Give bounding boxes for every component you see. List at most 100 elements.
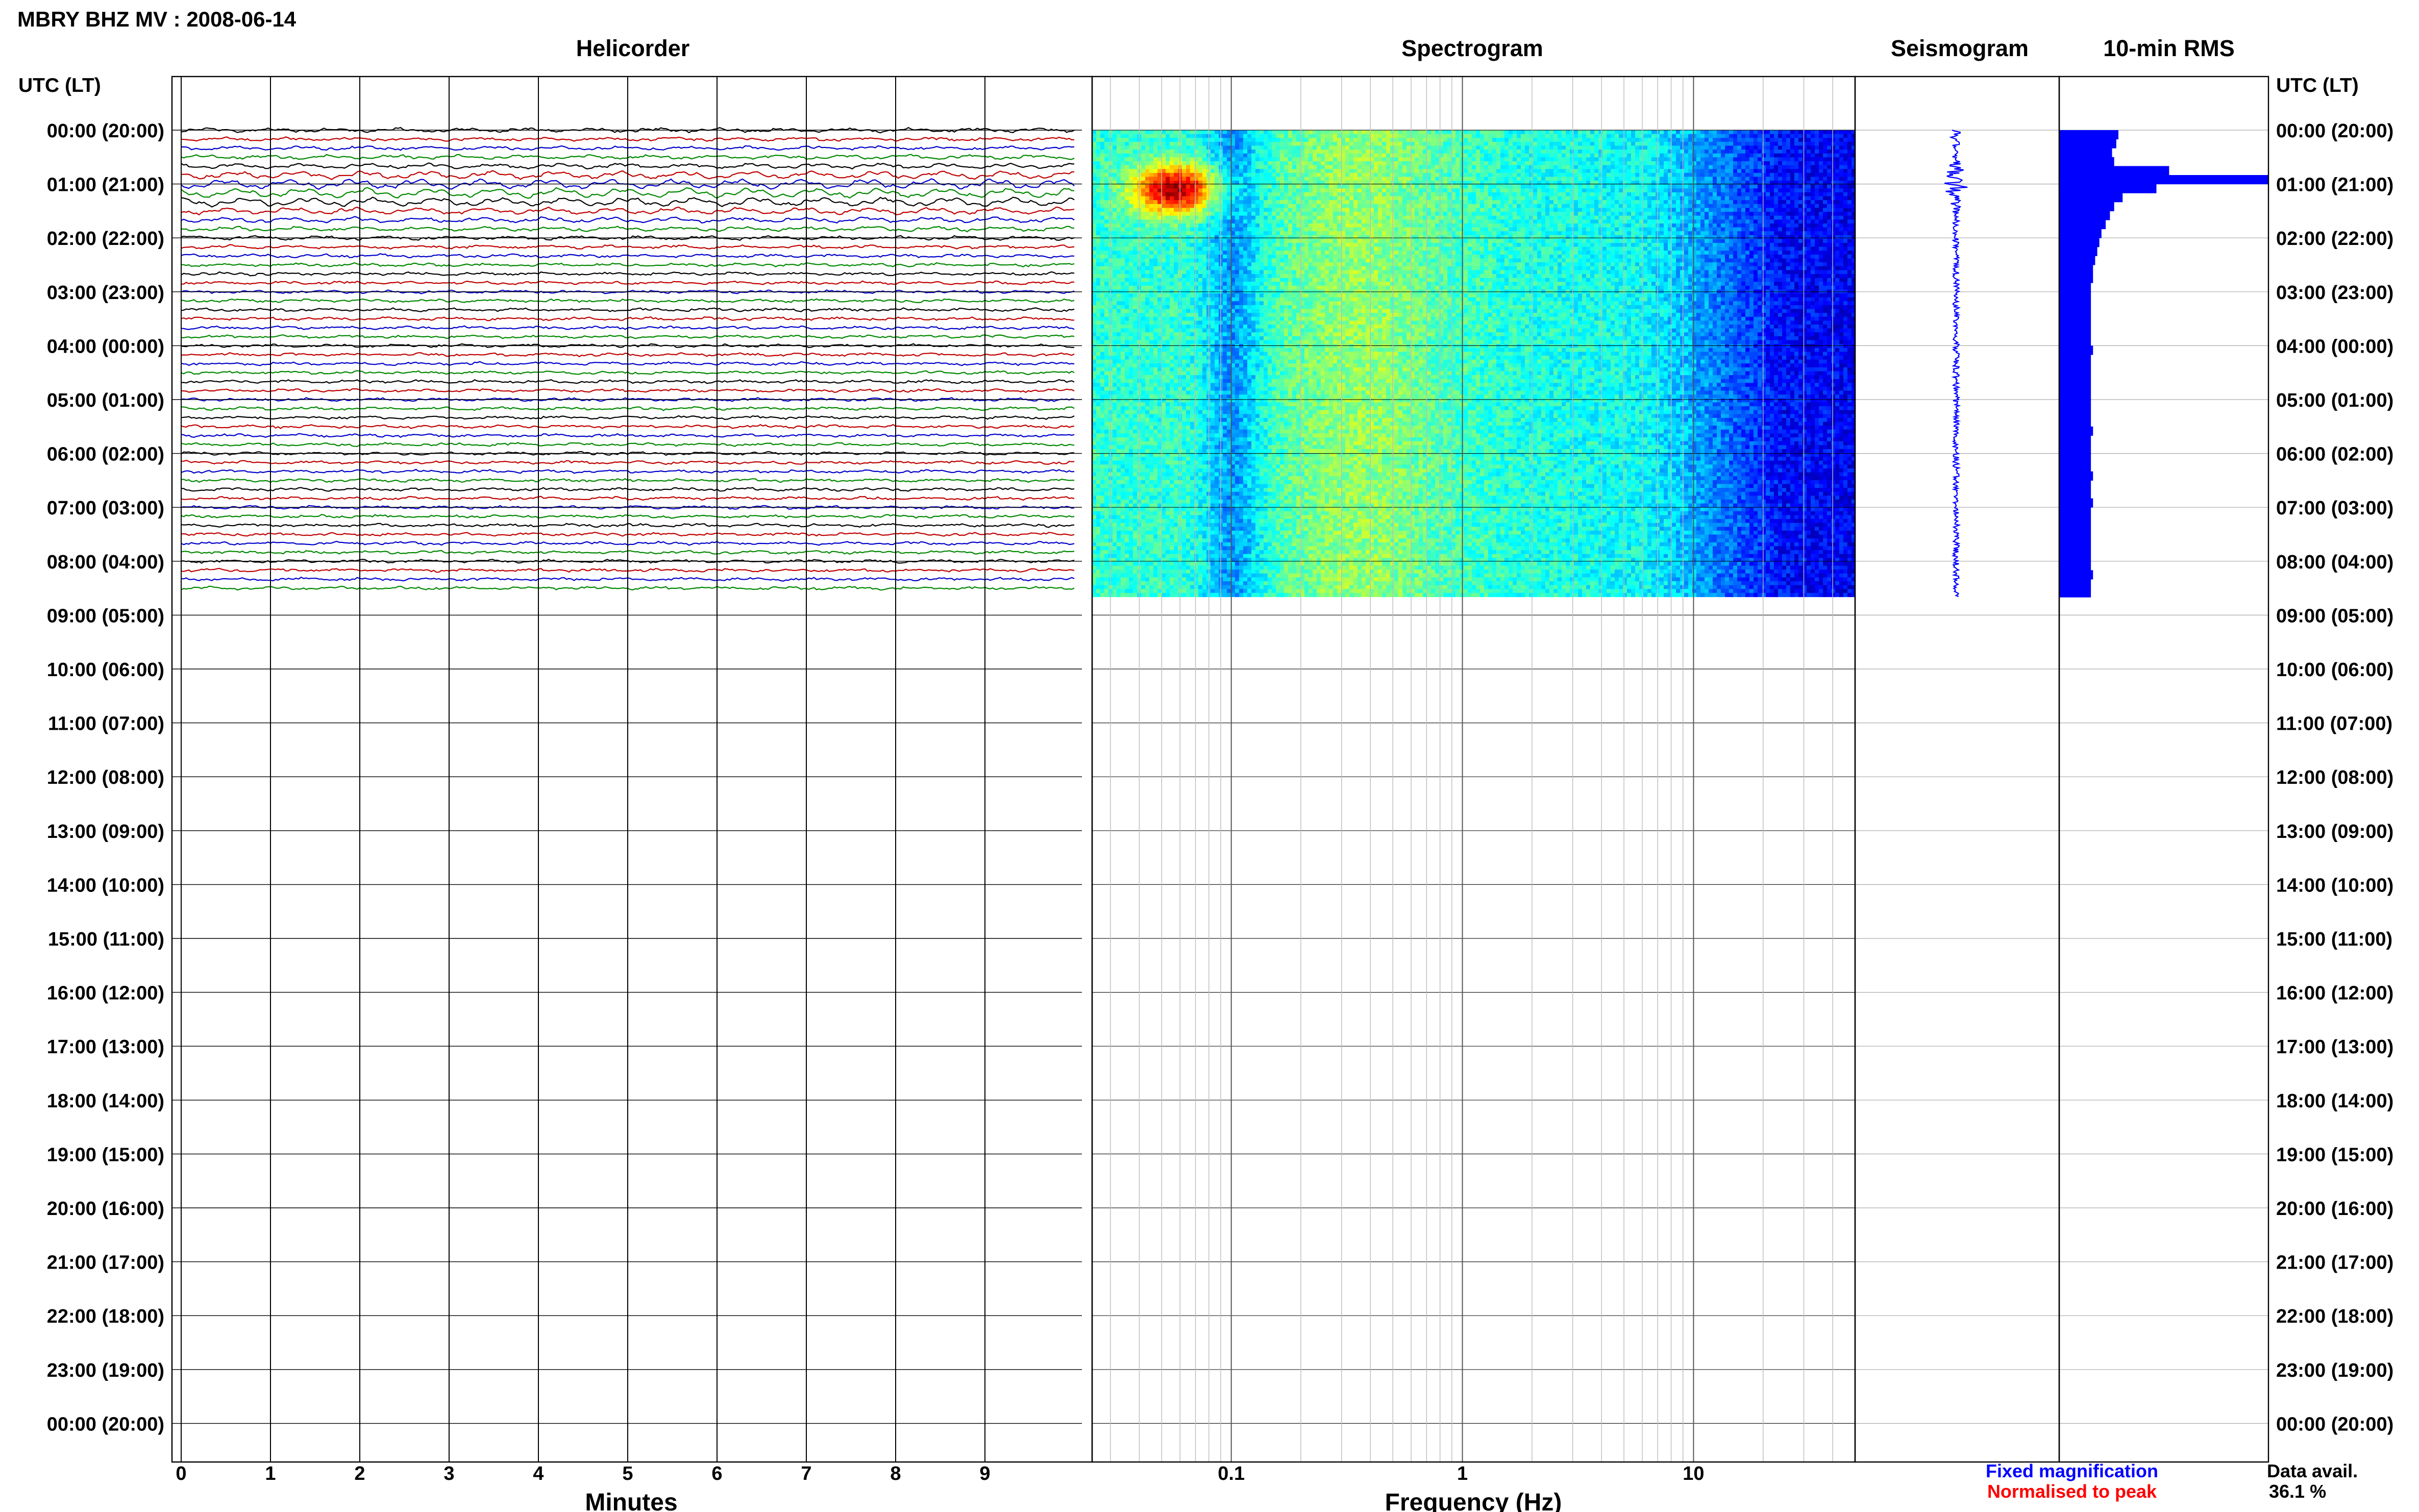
time-label-right: 21:00 (17:00) — [2276, 1252, 2393, 1274]
rms-bar — [2059, 426, 2093, 436]
left-axis-label: UTC (LT) — [18, 75, 101, 96]
time-label-left: 03:00 (23:00) — [47, 282, 164, 304]
rms-bar — [2059, 256, 2095, 265]
rms-bar — [2059, 291, 2091, 301]
rms-bar — [2059, 229, 2102, 238]
rms-bar — [2059, 400, 2091, 409]
time-label-left: 15:00 (11:00) — [48, 929, 164, 950]
rms-bar — [2059, 462, 2091, 472]
rms-bar — [2059, 435, 2091, 445]
time-label-right: 02:00 (22:00) — [2276, 228, 2393, 250]
minute-tick-label: 0 — [176, 1463, 186, 1484]
rms-bar — [2059, 246, 2097, 256]
rms-bar — [2059, 534, 2091, 544]
panel-title-rms: 10-min RMS — [2103, 35, 2235, 61]
time-label-right: 20:00 (16:00) — [2276, 1198, 2393, 1220]
rms-bar — [2059, 139, 2116, 148]
rms-bars — [2059, 130, 2268, 598]
data-avail-label: Data avail. — [2267, 1460, 2358, 1481]
rms-bar — [2059, 525, 2091, 535]
legend-normalised-to-peak: Normalised to peak — [1987, 1481, 2157, 1502]
rms-bar — [2059, 507, 2091, 517]
rms-bar — [2059, 543, 2091, 553]
rms-bar — [2059, 444, 2091, 454]
time-label-left: 23:00 (19:00) — [47, 1360, 164, 1381]
time-label-right: 18:00 (14:00) — [2276, 1090, 2393, 1112]
rms-bar — [2059, 480, 2091, 490]
time-label-right: 08:00 (04:00) — [2276, 552, 2393, 573]
rms-bar — [2059, 336, 2091, 346]
rms-bar — [2059, 274, 2093, 283]
rms-bar — [2059, 355, 2091, 364]
rms-bar — [2059, 238, 2100, 247]
rms-bar — [2059, 471, 2093, 481]
rms-bar — [2059, 193, 2123, 203]
frequency-tick-label: 0.1 — [1218, 1463, 1245, 1484]
time-label-left: 06:00 (02:00) — [47, 444, 164, 465]
time-label-right: 14:00 (10:00) — [2276, 875, 2393, 896]
rms-bar — [2059, 220, 2106, 230]
rms-bar — [2059, 310, 2091, 319]
time-labels-left: 00:00 (20:00) 01:00 (21:00) 02:00 (22:00) 0… — [47, 120, 164, 1435]
rms-bar — [2059, 498, 2093, 508]
time-label-left: 22:00 (18:00) — [47, 1306, 164, 1327]
time-label-left: 01:00 (21:00) — [47, 175, 164, 196]
time-label-right: 13:00 (09:00) — [2276, 821, 2393, 842]
frequency-tick-label: 1 — [1457, 1463, 1468, 1484]
time-label-left: 16:00 (12:00) — [47, 983, 164, 1004]
time-label-left: 02:00 (22:00) — [47, 228, 164, 250]
minute-tick-label: 2 — [354, 1463, 365, 1484]
rms-bar — [2059, 166, 2169, 176]
time-label-right: 06:00 (02:00) — [2276, 444, 2393, 465]
time-label-left: 08:00 (04:00) — [47, 552, 164, 573]
time-label-right: 04:00 (00:00) — [2276, 336, 2393, 357]
rms-bar — [2059, 265, 2093, 275]
time-label-left: 12:00 (08:00) — [47, 767, 164, 788]
time-label-right: 10:00 (06:00) — [2276, 659, 2393, 681]
rms-bar — [2059, 453, 2091, 463]
panel-title-seismogram: Seismogram — [1891, 35, 2029, 61]
minute-tick-label: 3 — [443, 1463, 454, 1484]
time-labels-right: 00:00 (20:00) 01:00 (21:00) 02:00 (22:00) 0… — [2276, 120, 2393, 1435]
rms-bar — [2059, 157, 2114, 166]
rms-bar — [2059, 373, 2091, 382]
time-label-right: 16:00 (12:00) — [2276, 983, 2393, 1004]
rms-bar — [2059, 184, 2157, 193]
panel-frames — [171, 76, 2269, 1463]
rms-bar — [2059, 301, 2091, 310]
time-label-left: 00:00 (20:00) — [47, 120, 164, 142]
time-label-left: 09:00 (05:00) — [47, 605, 164, 627]
frequency-tick-labels: 0.1 1 10 — [1218, 1463, 1704, 1484]
time-label-right: 03:00 (23:00) — [2276, 282, 2393, 304]
time-label-left: 00:00 (20:00) — [47, 1414, 164, 1435]
rms-bar — [2059, 363, 2091, 373]
frequency-axis-label: Frequency (Hz) — [1385, 1489, 1562, 1512]
minute-tick-label: 1 — [265, 1463, 276, 1484]
time-label-right: 19:00 (15:00) — [2276, 1144, 2393, 1166]
time-label-right: 15:00 (11:00) — [2276, 929, 2392, 950]
rms-bar — [2059, 202, 2114, 211]
rms-bar — [2059, 148, 2112, 158]
legend-fixed-magnification: Fixed magnification — [1986, 1460, 2158, 1481]
rms-bar — [2059, 345, 2093, 355]
time-label-right: 11:00 (07:00) — [2276, 713, 2392, 735]
rms-bar — [2059, 381, 2091, 391]
station-title: MBRY BHZ MV : 2008-06-14 — [17, 7, 297, 31]
rms-bar — [2059, 516, 2091, 526]
panel-title-spectrogram: Spectrogram — [1401, 35, 1543, 61]
rms-bar — [2059, 579, 2091, 589]
rms-bar — [2059, 130, 2118, 140]
minute-tick-label: 7 — [801, 1463, 811, 1484]
time-label-left: 21:00 (17:00) — [47, 1252, 164, 1274]
time-label-left: 07:00 (03:00) — [47, 498, 164, 519]
time-label-left: 17:00 (13:00) — [47, 1036, 164, 1058]
right-axis-label: UTC (LT) — [2276, 75, 2359, 96]
time-label-right: 12:00 (08:00) — [2276, 767, 2393, 788]
spectrogram-image — [1092, 130, 1855, 598]
rms-bar — [2059, 283, 2091, 292]
time-label-left: 10:00 (06:00) — [47, 659, 164, 681]
time-label-left: 18:00 (14:00) — [47, 1090, 164, 1112]
time-label-right: 00:00 (20:00) — [2276, 1414, 2393, 1435]
rms-bar — [2059, 390, 2091, 400]
